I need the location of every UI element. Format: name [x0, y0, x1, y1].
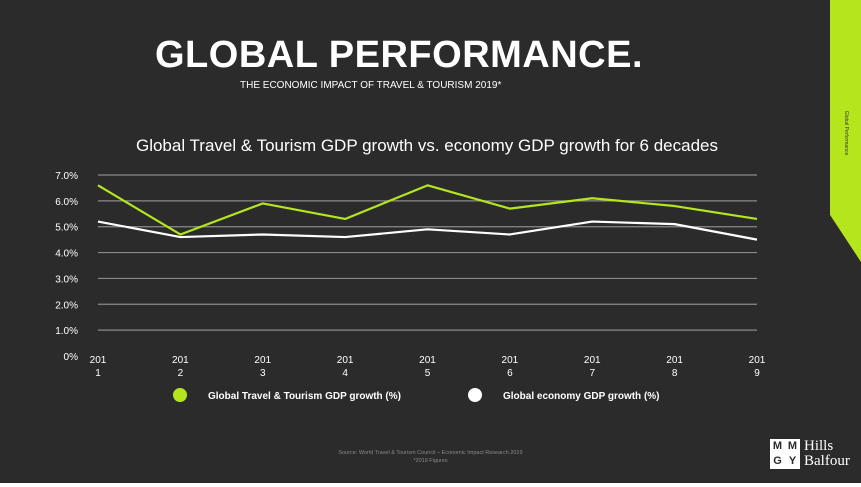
y-tick-label: 2.0% [55, 300, 78, 311]
page-title: GLOBAL PERFORMANCE. [155, 34, 644, 76]
bottom-strip [0, 483, 861, 487]
x-tick-label: 7 [589, 368, 595, 379]
logo-word: Balfour [804, 453, 850, 469]
y-tick-label: 7.0% [55, 171, 78, 182]
figures-note: *2019 Figures [413, 458, 448, 464]
travel-tourism-series-line [97, 184, 758, 236]
x-tick-label: 5 [425, 368, 431, 379]
logo-wordmark: Hills Balfour [804, 439, 850, 469]
legend-label: Global economy GDP growth (%) [503, 391, 660, 402]
y-tick-label: 1.0% [55, 326, 78, 337]
source-line: Source: World Travel & Tourism Council –… [338, 450, 523, 456]
x-tick-label: 9 [754, 368, 760, 379]
x-tick-label: 201 [337, 355, 354, 366]
y-tick-label: 5.0% [55, 223, 78, 234]
x-tick-label: 6 [507, 368, 513, 379]
x-tick-label: 201 [749, 355, 766, 366]
legend-marker [468, 388, 482, 402]
economy-series-line [97, 220, 758, 241]
x-tick-label: 2 [178, 368, 184, 379]
legend-label: Global Travel & Tourism GDP growth (%) [208, 391, 401, 402]
logo-letter: M [787, 440, 798, 452]
x-tick-label: 201 [254, 355, 271, 366]
logo-mark: M M G Y [770, 439, 800, 469]
x-tick-label: 4 [342, 368, 348, 379]
x-tick-label: 1 [95, 368, 101, 379]
legend-marker [173, 388, 187, 402]
logo-letter: G [773, 455, 782, 467]
x-tick-label: 201 [666, 355, 683, 366]
y-tick-label: 4.0% [55, 249, 78, 260]
x-tick-label: 201 [502, 355, 519, 366]
logo-letter: M [772, 440, 783, 452]
y-tick-label: 3.0% [55, 274, 78, 285]
page-subtitle: THE ECONOMIC IMPACT OF TRAVEL & TOURISM … [240, 80, 502, 91]
source-note: Source: World Travel & Tourism Council –… [0, 449, 861, 465]
logo-word: Hills [804, 438, 834, 454]
y-tick-label: 0% [64, 352, 79, 363]
x-tick-label: 201 [584, 355, 601, 366]
x-tick-label: 3 [260, 368, 266, 379]
x-tick-label: 201 [172, 355, 189, 366]
company-logo: M M G Y Hills Balfour [770, 439, 850, 469]
chart-title: Global Travel & Tourism GDP growth vs. e… [136, 136, 718, 155]
side-tab [830, 0, 861, 262]
x-tick-label: 201 [419, 355, 436, 366]
x-tick-label: 201 [90, 355, 107, 366]
x-tick-label: 8 [672, 368, 678, 379]
y-tick-label: 6.0% [55, 197, 78, 208]
logo-letter: Y [788, 455, 797, 467]
